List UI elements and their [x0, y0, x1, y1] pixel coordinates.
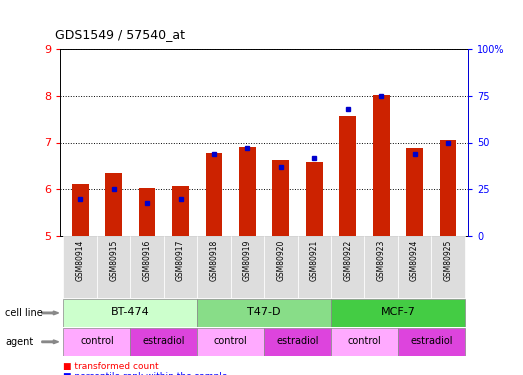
Text: BT-474: BT-474: [111, 308, 150, 317]
Bar: [398, 328, 465, 356]
Bar: [164, 236, 197, 298]
Text: GSM80920: GSM80920: [276, 239, 286, 281]
Text: ■ transformed count: ■ transformed count: [63, 362, 158, 370]
Text: estradiol: estradiol: [410, 336, 452, 346]
Bar: [72, 184, 88, 236]
Bar: [264, 236, 298, 298]
Bar: [272, 160, 289, 236]
Bar: [331, 328, 398, 356]
Bar: [130, 236, 164, 298]
Bar: [63, 236, 97, 298]
Text: control: control: [214, 336, 247, 346]
Text: GSM80917: GSM80917: [176, 239, 185, 281]
Bar: [306, 162, 323, 236]
Text: agent: agent: [5, 337, 33, 347]
Bar: [139, 189, 155, 236]
Text: estradiol: estradiol: [143, 336, 185, 346]
Text: estradiol: estradiol: [276, 336, 319, 346]
Bar: [239, 147, 256, 236]
Bar: [63, 328, 130, 356]
Text: GSM80916: GSM80916: [143, 239, 152, 281]
Bar: [331, 299, 465, 327]
Text: GSM80922: GSM80922: [343, 239, 352, 280]
Bar: [97, 236, 130, 298]
Bar: [331, 236, 365, 298]
Bar: [197, 328, 264, 356]
Bar: [130, 328, 197, 356]
Text: cell line: cell line: [5, 308, 43, 318]
Text: GSM80914: GSM80914: [76, 239, 85, 281]
Bar: [431, 236, 465, 298]
Text: MCF-7: MCF-7: [380, 308, 415, 317]
Text: control: control: [80, 336, 114, 346]
Bar: [298, 236, 331, 298]
Bar: [197, 236, 231, 298]
Bar: [264, 328, 331, 356]
Text: control: control: [348, 336, 381, 346]
Text: GSM80924: GSM80924: [410, 239, 419, 281]
Text: GSM80925: GSM80925: [444, 239, 452, 281]
Bar: [231, 236, 264, 298]
Bar: [398, 236, 431, 298]
Text: GSM80918: GSM80918: [209, 239, 219, 280]
Bar: [373, 95, 390, 236]
Text: GSM80915: GSM80915: [109, 239, 118, 281]
Bar: [105, 173, 122, 236]
Text: ■ percentile rank within the sample: ■ percentile rank within the sample: [63, 372, 228, 375]
Text: T47-D: T47-D: [247, 308, 281, 317]
Text: GDS1549 / 57540_at: GDS1549 / 57540_at: [55, 28, 185, 41]
Bar: [172, 186, 189, 236]
Bar: [406, 148, 423, 236]
Bar: [63, 299, 197, 327]
Bar: [365, 236, 398, 298]
Bar: [206, 153, 222, 236]
Text: GSM80923: GSM80923: [377, 239, 385, 281]
Text: GSM80919: GSM80919: [243, 239, 252, 281]
Text: GSM80921: GSM80921: [310, 239, 319, 280]
Bar: [440, 140, 457, 236]
Bar: [339, 116, 356, 236]
Bar: [197, 299, 331, 327]
